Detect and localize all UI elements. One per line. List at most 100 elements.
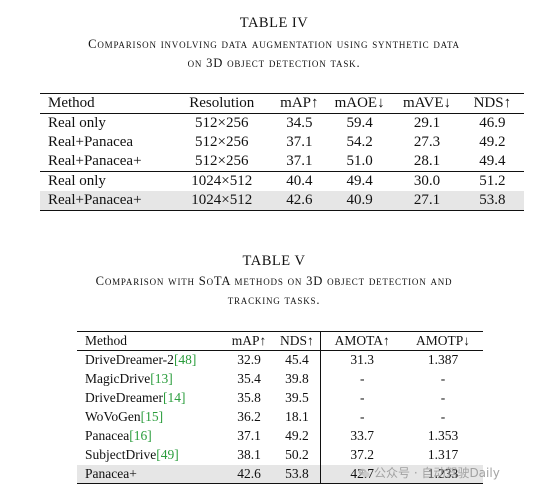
cell-method: DriveDreamer[14] <box>77 389 225 408</box>
cell-mave: 27.1 <box>393 191 461 211</box>
header-resolution: Resolution <box>189 94 255 111</box>
cell-map: 37.1 <box>237 428 261 443</box>
method-name: Panacea+ <box>85 465 137 481</box>
cell-nds: 49.2 <box>479 133 506 150</box>
header-maoe: mAOE↓ <box>334 94 385 111</box>
cell-amotp: 1.233 <box>403 464 483 484</box>
cell-map: 35.4 <box>237 371 261 386</box>
table-v-number: TABLE V <box>242 253 306 269</box>
cell-mave: 29.1 <box>413 114 441 131</box>
cell-amotp: 1.353 <box>427 428 459 443</box>
cell-method: Panacea[16] <box>77 427 225 446</box>
cell-amotp: - <box>440 409 446 424</box>
cell-amota: 37.2 <box>350 447 375 462</box>
cell-method: Real+Panacea+ <box>48 153 142 169</box>
cell-map: 42.6 <box>272 191 326 211</box>
table-row: Panacea[16] 37.1 49.2 33.7 1.353 <box>77 426 483 446</box>
table-row: SubjectDrive[49] 38.1 50.2 37.2 1.317 <box>77 445 483 465</box>
citation-link[interactable]: [49] <box>156 447 179 462</box>
table-iv-caption-line2: on 3D object detection task. <box>187 56 361 70</box>
method-name: DriveDreamer <box>85 390 163 405</box>
header-mave: mAVE↓ <box>402 94 451 111</box>
cell-nds: 53.8 <box>273 464 322 484</box>
cell-amotp: 1.387 <box>427 352 459 368</box>
cell-mave: 30.0 <box>413 173 441 189</box>
wechat-logo-icon <box>358 468 370 477</box>
citation-link[interactable]: [13] <box>150 371 173 386</box>
cell-nds: 51.2 <box>479 173 506 189</box>
header-amotp: AMOTP↓ <box>416 333 471 348</box>
cell-amotp: - <box>440 390 446 405</box>
watermark: 公众号 · 自动驾驶Daily <box>358 464 500 481</box>
cell-resolution: 512×256 <box>195 153 249 169</box>
cell-mave: 27.3 <box>413 133 441 150</box>
cell-maoe: 54.2 <box>346 133 373 150</box>
cell-nds: 49.4 <box>479 153 506 169</box>
header-nds: NDS↑ <box>273 331 322 351</box>
cell-method: Panacea+ <box>77 464 225 484</box>
table-row: WoVoGen[15] 36.2 18.1 - - <box>77 407 483 427</box>
cell-resolution: 1024×512 <box>170 191 273 211</box>
header-method: Method <box>85 333 127 348</box>
table-row: Real only 512×256 34.5 59.4 29.1 46.9 <box>40 113 524 133</box>
cell-method: MagicDrive[13] <box>77 370 225 389</box>
table-iv-caption-line1: Comparison involving data augmentation u… <box>88 37 460 51</box>
cell-resolution: 1024×512 <box>191 173 253 189</box>
table-iv: Method Resolution mAP↑ mAOE↓ mAVE↓ NDS↑ … <box>40 93 524 211</box>
method-name: WoVoGen <box>85 409 141 424</box>
cell-nds: 18.1 <box>273 407 322 427</box>
table-row: DriveDreamer[14] 35.8 39.5 - - <box>77 388 483 408</box>
method-name: Panacea <box>85 428 130 443</box>
citation-link[interactable]: [48] <box>173 352 197 368</box>
cell-amota: 33.7 <box>350 428 375 443</box>
cell-maoe: 40.9 <box>325 191 394 211</box>
watermark-text: 公众号 · 自动驾驶Daily <box>374 466 500 480</box>
cell-method: Real+Panacea+ <box>40 191 171 211</box>
header-nds: NDS↑ <box>473 94 512 111</box>
header-amota: AMOTA↑ <box>334 333 390 348</box>
cell-mave: 28.1 <box>413 153 441 169</box>
cell-method: Real+Panacea <box>48 133 134 150</box>
cell-resolution: 512×256 <box>195 133 249 150</box>
cell-map: 37.1 <box>286 153 313 169</box>
cell-map: 40.4 <box>286 173 313 189</box>
table-row: Real+Panacea+ 512×256 37.1 51.0 28.1 49.… <box>40 152 524 172</box>
cell-nds: 50.2 <box>273 445 322 465</box>
citation-link[interactable]: [16] <box>129 428 152 443</box>
cell-map: 35.8 <box>237 390 261 405</box>
cell-map: 38.1 <box>237 447 261 462</box>
cell-amota: - <box>359 409 365 424</box>
table-v: Method mAP↑ NDS↑ AMOTA↑ AMOTP↓ DriveDrea… <box>77 331 483 484</box>
cell-map: 34.5 <box>286 114 313 131</box>
table-iv-number: TABLE IV <box>239 15 309 31</box>
table-row: Real+Panacea 512×256 37.1 54.2 27.3 49.2 <box>40 133 524 153</box>
cell-nds: 49.2 <box>273 426 322 446</box>
method-name: SubjectDrive <box>85 447 157 462</box>
citation-link[interactable]: [15] <box>140 409 164 424</box>
citation-link[interactable]: [14] <box>162 390 186 405</box>
cell-method: Real only <box>48 114 106 131</box>
table-v-caption-line2: tracking tasks. <box>227 293 321 307</box>
table-row-highlighted: Real+Panacea+ 1024×512 42.6 40.9 27.1 53… <box>40 191 524 211</box>
cell-method: SubjectDrive[49] <box>77 446 225 465</box>
cell-map: 42.6 <box>224 464 274 484</box>
cell-resolution: 512×256 <box>195 114 249 131</box>
cell-map: 37.1 <box>286 133 313 150</box>
cell-nds: 45.4 <box>273 350 322 370</box>
cell-maoe: 51.0 <box>346 153 373 169</box>
cell-amota: 31.3 <box>350 352 375 368</box>
header-method: Method <box>48 94 95 111</box>
header-map: mAP↑ <box>280 94 319 111</box>
cell-maoe: 59.4 <box>346 114 373 131</box>
cell-method: WoVoGen[15] <box>77 408 225 427</box>
cell-maoe: 49.4 <box>346 173 373 189</box>
cell-method: Real only <box>48 173 106 189</box>
table-row: DriveDreamer-2[48] 32.9 45.4 31.3 1.387 <box>77 350 483 370</box>
cell-nds: 39.8 <box>273 369 322 389</box>
method-name: MagicDrive <box>85 371 151 386</box>
header-map: mAP↑ <box>231 333 267 348</box>
cell-map: 36.2 <box>237 409 261 424</box>
table-row: MagicDrive[13] 35.4 39.8 - - <box>77 369 483 389</box>
cell-amota: - <box>359 390 365 405</box>
cell-nds: 39.5 <box>273 388 322 408</box>
